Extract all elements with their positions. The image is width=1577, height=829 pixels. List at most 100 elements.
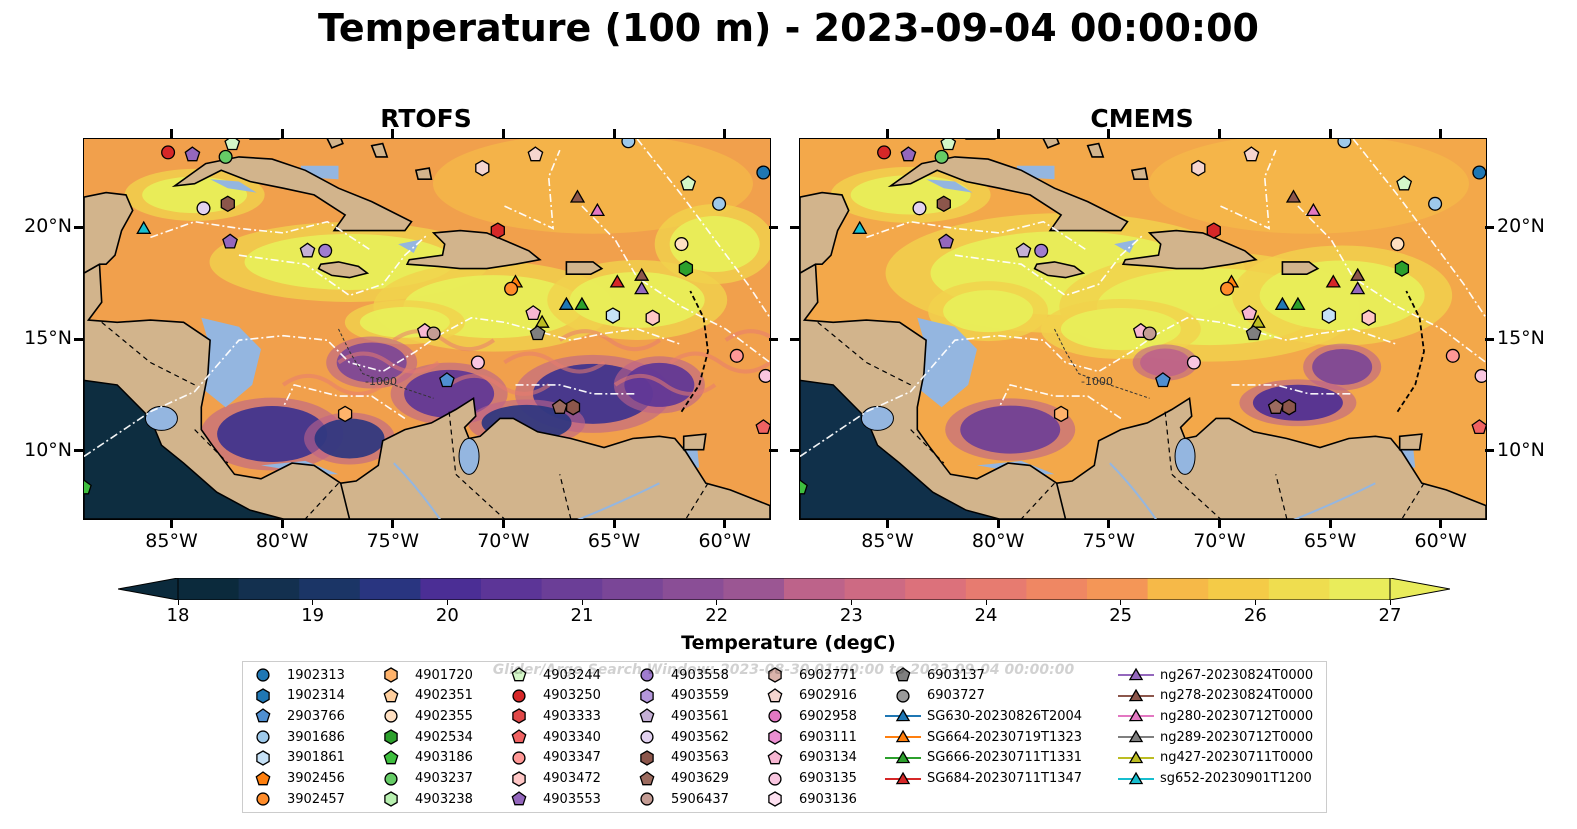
pentagon-marker-icon xyxy=(639,708,655,723)
pentagon-marker-icon xyxy=(767,749,783,765)
colorbar-segment xyxy=(784,578,846,600)
circle-marker-icon xyxy=(256,730,270,744)
lon-tick-label: 85°W xyxy=(861,530,914,552)
lon-tick-mark xyxy=(886,519,890,528)
hexagon-marker-icon xyxy=(384,667,398,683)
map-marker xyxy=(439,372,455,388)
hexagon-marker-icon xyxy=(512,708,526,725)
map-marker xyxy=(318,243,333,258)
legend-item-label: 1902314 xyxy=(287,688,345,704)
lon-tick-mark-top xyxy=(612,129,616,138)
legend-item: ng280-20230712T0000 xyxy=(1116,706,1313,726)
pentagon-marker-icon xyxy=(511,729,527,744)
legend-item: 4902355 xyxy=(371,706,473,726)
map-marker xyxy=(800,479,808,495)
legend-item: 1902313 xyxy=(243,665,345,685)
lon-tick-mark-top xyxy=(501,129,505,138)
map-marker xyxy=(605,307,621,324)
lon-tick-mark xyxy=(1328,519,1332,528)
hexagon-marker-icon xyxy=(256,687,270,704)
hexagon-marker-icon xyxy=(256,687,270,704)
circle-marker-icon xyxy=(384,709,398,723)
lat-tick-mark xyxy=(769,449,778,453)
legend-item-label: 4903340 xyxy=(543,729,601,745)
map-marker xyxy=(674,237,689,252)
colorbar-segment xyxy=(905,578,967,600)
triangle-marker-icon xyxy=(1118,709,1154,722)
legend-item-label: 6903135 xyxy=(799,771,857,786)
map-marker xyxy=(1155,372,1171,388)
legend-item-label: ng289-20230712T0000 xyxy=(1160,729,1314,745)
legend-item-label: 6903727 xyxy=(927,688,985,704)
legend-item: 4903561 xyxy=(627,706,729,726)
lat-tick-label-left: 15°N xyxy=(24,327,72,350)
hexagon-marker-icon xyxy=(256,750,270,766)
colorbar-segment xyxy=(1268,578,1330,600)
lat-tick-mark xyxy=(769,337,778,341)
hexagon-marker-icon xyxy=(640,750,654,766)
map-marker xyxy=(1243,146,1260,162)
map-marker xyxy=(504,281,519,296)
hexagon-marker-icon xyxy=(640,687,654,704)
legend-item-label: 4903238 xyxy=(415,791,473,807)
colorbar-tick-label: 20 xyxy=(435,605,459,626)
colorbar-tick-label: 19 xyxy=(301,605,325,626)
lat-tick-mark xyxy=(74,337,83,341)
map-marker xyxy=(1274,296,1291,310)
legend-item: 4903244 xyxy=(499,665,601,685)
lon-tick-label: 85°W xyxy=(145,530,198,552)
map-marker xyxy=(1321,307,1337,324)
map-marker xyxy=(551,398,568,414)
lat-tick-mark xyxy=(769,225,778,229)
circle-marker-icon xyxy=(640,730,654,744)
pentagon-marker-icon xyxy=(639,708,655,723)
legend-item-label: 6903137 xyxy=(927,667,985,683)
legend-item: 6902916 xyxy=(755,686,857,706)
map-marker xyxy=(224,139,241,151)
legend-item: 6902958 xyxy=(755,706,857,726)
colorbar-segment xyxy=(602,578,664,600)
map-marker xyxy=(426,326,441,341)
map-marker xyxy=(569,189,586,203)
legend-item-label: 4902534 xyxy=(415,729,473,745)
colorbar-segment xyxy=(1147,578,1209,600)
map-marker xyxy=(1305,202,1322,217)
hexagon-marker-icon xyxy=(384,791,398,807)
triangle-marker-icon xyxy=(1118,688,1154,701)
map-marker xyxy=(1053,405,1069,423)
legend-item-label: 6902958 xyxy=(799,708,857,724)
map-marker xyxy=(1191,159,1206,177)
hexagon-marker-icon xyxy=(512,708,526,725)
land-cmems xyxy=(800,139,1486,519)
legend-item-label: 4903559 xyxy=(671,688,729,704)
legend-item: 6903137 xyxy=(883,665,985,685)
colorbar-segment xyxy=(238,578,300,600)
hexagon-marker-icon xyxy=(384,729,398,745)
lon-tick-label: 65°W xyxy=(587,530,641,552)
map-marker xyxy=(84,479,92,495)
map-marker xyxy=(621,139,636,149)
colorbar-extend-max xyxy=(1389,578,1450,600)
legend-item-label: 4903561 xyxy=(671,708,729,724)
legend-item-label: 3901861 xyxy=(287,750,345,766)
map-marker xyxy=(680,175,697,191)
legend-item: 4903333 xyxy=(499,706,601,726)
triangle-marker-icon xyxy=(1128,709,1144,722)
legend-item: 4903238 xyxy=(371,789,473,809)
triangle-marker-icon xyxy=(1118,729,1154,743)
legend-item: 4903250 xyxy=(499,686,601,706)
circle-marker-icon xyxy=(384,771,398,786)
colorbar-tick-mark xyxy=(1120,600,1122,605)
pentagon-marker-icon xyxy=(895,667,911,682)
legend-item: 4903562 xyxy=(627,727,729,747)
triangle-marker-icon xyxy=(1128,771,1144,784)
lon-tick-label: 70°W xyxy=(477,530,530,552)
colorbar-segment xyxy=(359,578,421,600)
circle-marker-icon xyxy=(640,730,654,744)
map-marker xyxy=(1281,398,1297,416)
legend-item-label: ng278-20230824T0000 xyxy=(1160,688,1314,704)
legend-item: 2903766 xyxy=(243,706,345,726)
map-marker xyxy=(852,220,868,234)
map-marker xyxy=(470,355,485,370)
triangle-marker-icon xyxy=(885,709,921,722)
